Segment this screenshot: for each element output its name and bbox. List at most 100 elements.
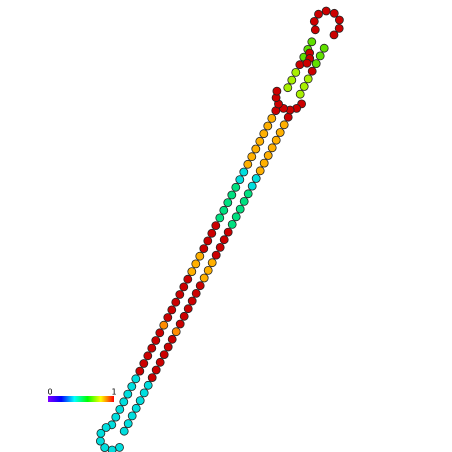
nucleotide bbox=[131, 403, 141, 413]
nucleotide bbox=[123, 389, 133, 399]
nucleotide bbox=[303, 74, 313, 84]
nucleotide bbox=[135, 396, 145, 406]
nucleotide bbox=[211, 221, 221, 231]
nucleotide bbox=[223, 227, 233, 237]
nucleotide bbox=[259, 158, 269, 168]
nucleotide bbox=[203, 265, 213, 275]
nucleotide bbox=[291, 68, 301, 77]
nucleotide bbox=[119, 426, 129, 436]
nucleotide bbox=[171, 297, 181, 307]
nucleotide bbox=[107, 445, 117, 452]
nucleotide bbox=[115, 404, 125, 414]
nucleotide bbox=[207, 258, 217, 268]
nucleotide bbox=[235, 175, 245, 185]
nucleotide bbox=[139, 388, 149, 398]
nucleotide bbox=[215, 213, 225, 223]
nucleotide bbox=[314, 9, 323, 19]
nucleotide bbox=[255, 136, 265, 146]
nucleotide bbox=[115, 442, 124, 452]
nucleotide bbox=[329, 30, 339, 40]
nucleotide bbox=[267, 114, 277, 123]
nucleotide bbox=[215, 242, 225, 252]
nucleotide bbox=[295, 60, 305, 70]
nucleotide bbox=[187, 267, 197, 277]
nucleotide bbox=[251, 144, 261, 154]
nucleotide bbox=[191, 288, 201, 298]
nucleotide bbox=[199, 244, 209, 254]
nucleotide bbox=[183, 304, 193, 314]
nucleotide bbox=[151, 336, 161, 345]
nucleotide bbox=[155, 357, 165, 367]
scale-min-label: 0 bbox=[47, 388, 52, 397]
nucleotide bbox=[167, 305, 177, 315]
nucleotide bbox=[123, 419, 133, 429]
nucleotide bbox=[223, 198, 233, 208]
nucleotides bbox=[96, 6, 344, 452]
nucleotide bbox=[279, 120, 289, 130]
nucleotide bbox=[255, 166, 265, 176]
nucleotide bbox=[143, 351, 153, 361]
nucleotide bbox=[283, 112, 293, 122]
nucleotide bbox=[175, 319, 185, 329]
nucleotide bbox=[163, 313, 173, 322]
nucleotide bbox=[231, 212, 241, 222]
nucleotide bbox=[231, 182, 241, 192]
nucleotide bbox=[143, 380, 153, 390]
nucleotide bbox=[272, 86, 282, 96]
nucleotide bbox=[239, 167, 249, 177]
nucleotide bbox=[219, 205, 229, 215]
nucleotide bbox=[127, 382, 137, 391]
nucleotide bbox=[203, 236, 213, 246]
nucleotide bbox=[171, 327, 181, 337]
nucleotide bbox=[155, 328, 165, 338]
nucleotide bbox=[195, 281, 205, 291]
nucleotide bbox=[263, 151, 273, 160]
nucleotide bbox=[167, 334, 177, 344]
nucleotide bbox=[329, 8, 339, 18]
nucleotide bbox=[247, 152, 257, 162]
nucleotide bbox=[247, 181, 257, 191]
nucleotide bbox=[159, 350, 169, 360]
nucleotide bbox=[131, 374, 141, 384]
nucleotide bbox=[147, 343, 157, 353]
nucleotide bbox=[307, 66, 317, 76]
nucleotide bbox=[334, 23, 344, 33]
nucleotide bbox=[310, 25, 320, 35]
nucleotide bbox=[101, 423, 111, 432]
color-scale-bar bbox=[48, 396, 114, 402]
nucleotide bbox=[307, 37, 317, 47]
nucleotide bbox=[211, 250, 221, 260]
nucleotide bbox=[96, 436, 105, 446]
nucleotide bbox=[319, 43, 329, 53]
nucleotide bbox=[119, 397, 129, 407]
nucleotide bbox=[295, 89, 305, 99]
nucleotide bbox=[251, 174, 261, 183]
nucleotide bbox=[235, 204, 245, 214]
nucleotide bbox=[127, 411, 137, 421]
nucleotide bbox=[219, 235, 229, 245]
nucleotide bbox=[159, 320, 169, 330]
nucleotide bbox=[302, 58, 312, 68]
nucleotide bbox=[243, 159, 253, 169]
nucleotide bbox=[96, 428, 106, 438]
nucleotide bbox=[283, 83, 293, 93]
nucleotide bbox=[321, 6, 331, 16]
nucleotide bbox=[311, 59, 321, 68]
nucleotide bbox=[111, 412, 121, 422]
nucleotide bbox=[275, 128, 285, 137]
nucleotide bbox=[271, 135, 281, 145]
nucleotide bbox=[207, 228, 217, 238]
nucleotide bbox=[287, 75, 297, 85]
nucleotide bbox=[151, 365, 161, 375]
nucleotide bbox=[179, 311, 189, 321]
scale-max-label: 1 bbox=[111, 388, 116, 397]
nucleotide bbox=[309, 16, 319, 26]
nucleotide bbox=[263, 121, 273, 131]
nucleotide bbox=[334, 15, 344, 25]
nucleotide bbox=[299, 82, 309, 91]
nucleotide bbox=[183, 274, 193, 284]
nucleotide bbox=[147, 373, 157, 383]
nucleotide bbox=[243, 189, 253, 199]
nucleotide bbox=[179, 282, 189, 292]
